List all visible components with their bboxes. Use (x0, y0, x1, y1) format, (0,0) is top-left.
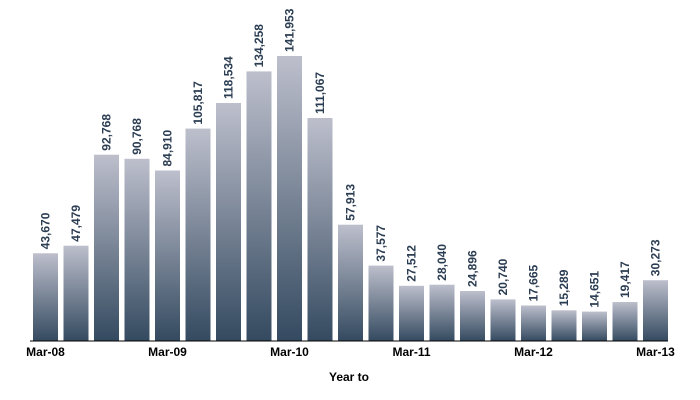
value-label-Sep-11: 24,896 (466, 250, 480, 287)
value-label-Mar-10: 141,953 (283, 8, 297, 52)
x-tick-Mar-11: Mar-11 (392, 345, 430, 359)
bar-Sep-08 (94, 154, 119, 341)
value-label-Sep-10: 57,913 (344, 184, 358, 221)
bars-group (33, 56, 668, 342)
value-label-Sep-09: 118,534 (222, 56, 236, 99)
x-axis-title: Year to (329, 370, 369, 384)
bar-Jun-08 (63, 245, 89, 341)
x-tick-Mar-08: Mar-08 (26, 345, 65, 359)
value-label-Dec-11: 20,740 (496, 258, 510, 295)
bar-Sep-12 (582, 311, 607, 341)
value-label-Jun-12: 15,289 (557, 269, 571, 306)
bar-Mar-13 (643, 280, 668, 341)
value-labels-group: 43,670 47,479 92,768 90,768 84,910 105,817 118… (39, 8, 663, 307)
bar-Jun-11 (429, 284, 455, 341)
bar-Dec-11 (490, 299, 516, 341)
value-label-Mar-13: 30,273 (649, 239, 663, 276)
value-label-Dec-12: 19,417 (618, 261, 632, 298)
value-label-Sep-12: 14,651 (588, 271, 602, 308)
value-label-Jun-08: 47,479 (69, 205, 83, 242)
bar-Sep-10 (338, 224, 363, 341)
value-label-Mar-12: 17,665 (527, 264, 541, 301)
value-label-Jun-11: 28,040 (435, 244, 449, 281)
bar-Jun-10 (307, 118, 333, 341)
bar-Dec-09 (246, 71, 272, 342)
value-label-Dec-10: 37,577 (374, 225, 388, 262)
value-label-Jun-10: 111,067 (313, 72, 327, 114)
value-label-Dec-08: 90,768 (130, 118, 144, 155)
value-label-Mar-09: 84,910 (161, 129, 175, 166)
x-tick-labels-group: Mar-08 Mar-09 Mar-10 Mar-11 Mar-12 Mar-13 (26, 345, 675, 359)
bar-Dec-08 (124, 158, 150, 341)
bar-Mar-11 (399, 285, 424, 341)
value-label-Mar-11: 27,512 (405, 245, 419, 282)
x-tick-Mar-12: Mar-12 (514, 345, 553, 359)
bar-Mar-12 (521, 305, 546, 341)
bar-Sep-11 (460, 291, 485, 341)
bar-Mar-09 (155, 170, 180, 341)
x-tick-Mar-13: Mar-13 (636, 345, 675, 359)
bar-Dec-12 (612, 302, 638, 341)
bar-Mar-10 (277, 56, 302, 341)
x-tick-Mar-09: Mar-09 (148, 345, 187, 359)
x-tick-Mar-10: Mar-10 (270, 345, 309, 359)
bar-Dec-10 (368, 265, 394, 341)
value-label-Dec-09: 134,258 (252, 24, 266, 68)
bar-Sep-09 (216, 103, 241, 341)
bar-Mar-08 (33, 253, 58, 341)
value-label-Jun-09: 105,817 (191, 81, 205, 125)
bar-Jun-12 (551, 310, 577, 341)
value-label-Sep-08: 92,768 (100, 114, 114, 151)
value-label-Mar-08: 43,670 (39, 212, 53, 249)
bar-Jun-09 (185, 128, 211, 341)
